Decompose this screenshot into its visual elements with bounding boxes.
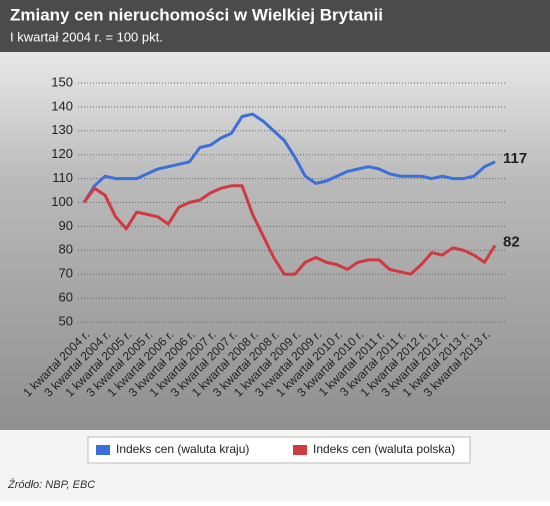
- chart-subtitle: I kwartał 2004 r. = 100 pkt.: [10, 29, 163, 44]
- legend-label: Indeks cen (waluta kraju): [116, 442, 249, 456]
- end-label: 117: [503, 150, 527, 167]
- chart-title: Zmiany cen nieruchomości w Wielkiej Bryt…: [10, 5, 383, 24]
- legend-swatch: [96, 445, 110, 455]
- photo-background: [0, 52, 550, 430]
- y-tick-label: 130: [51, 122, 73, 137]
- y-tick-label: 140: [51, 98, 73, 113]
- legend: [87, 436, 471, 464]
- source: Źródło: NBP, EBC: [7, 478, 95, 491]
- y-tick-label: 100: [51, 194, 73, 209]
- y-tick-label: 80: [59, 242, 73, 257]
- legend-swatch: [293, 445, 307, 455]
- y-tick-label: 70: [59, 266, 73, 281]
- y-tick-label: 150: [51, 74, 73, 89]
- y-tick-label: 60: [59, 290, 73, 305]
- legend-label: Indeks cen (waluta polska): [313, 442, 455, 456]
- y-tick-label: 110: [52, 170, 73, 185]
- title-bar: [0, 0, 550, 52]
- y-tick-label: 50: [59, 313, 73, 328]
- line-series: [82, 184, 497, 276]
- end-label: 82: [503, 233, 520, 250]
- line-series: [82, 112, 496, 204]
- y-tick-label: 120: [51, 146, 73, 161]
- y-tick-label: 90: [59, 218, 73, 233]
